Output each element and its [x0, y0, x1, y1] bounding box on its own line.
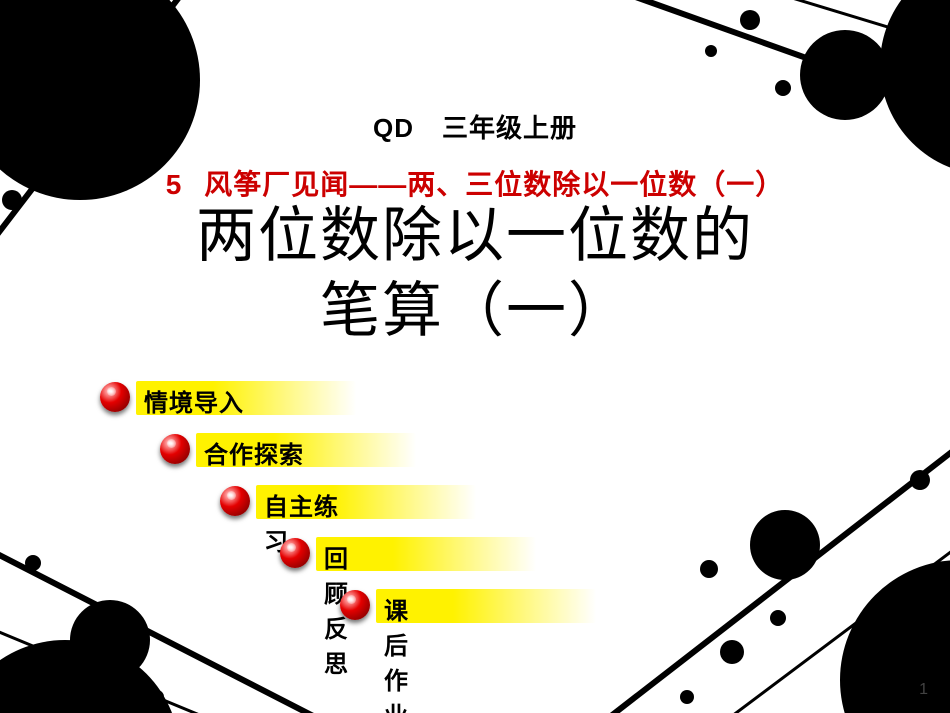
decor-dot: [800, 30, 890, 120]
menu-label: 课后作业: [384, 591, 409, 713]
chapter-title: 风筝厂见闻——两、三位数除以一位数（一）: [204, 169, 784, 200]
decor-line: [700, 0, 950, 55]
chapter-line: 5 风筝厂见闻——两、三位数除以一位数（一）: [0, 163, 950, 203]
slide: QD 三年级上册 5 风筝厂见闻——两、三位数除以一位数（一） 两位数除以一位数的 …: [0, 0, 950, 713]
menu-item-0[interactable]: 情境导入: [100, 372, 340, 424]
decor-dot: [705, 45, 717, 57]
bullet-icon: [280, 538, 310, 568]
menu-label: 情境导入: [144, 383, 244, 418]
menu-item-2[interactable]: 自主练习: [220, 476, 340, 528]
decor-dot: [95, 20, 119, 44]
menu-item-3[interactable]: 回顾反思: [280, 528, 340, 580]
title-line-1: 两位数除以一位数的: [0, 198, 950, 273]
header: QD 三年级上册 5 风筝厂见闻——两、三位数除以一位数（一）: [0, 108, 950, 203]
menu-label: 合作探索: [204, 435, 304, 470]
decor-dot: [740, 10, 760, 30]
chapter-number: 5: [166, 169, 183, 201]
decor-line: [0, 620, 260, 713]
decor-line: [560, 0, 950, 120]
decor-dot: [720, 640, 744, 664]
publisher: QD: [373, 113, 414, 144]
decor-dot: [130, 35, 146, 51]
decor-dot: [120, 650, 140, 670]
decor-line: [580, 430, 950, 713]
decor-dot: [770, 610, 786, 626]
decor-line: [700, 530, 950, 713]
menu: 情境导入合作探索自主练习回顾反思课后作业: [100, 372, 340, 632]
bullet-icon: [160, 434, 190, 464]
menu-item-1[interactable]: 合作探索: [160, 424, 340, 476]
decor-dot: [750, 510, 820, 580]
decor-dot: [700, 560, 718, 578]
decor-dot: [910, 470, 930, 490]
decor-dot: [25, 555, 41, 571]
menu-highlight: [376, 589, 596, 623]
decor-dot: [0, 640, 180, 713]
decor-dot: [680, 690, 694, 704]
bullet-icon: [220, 486, 250, 516]
bullet-icon: [100, 382, 130, 412]
menu-highlight: [316, 537, 536, 571]
decor-dot: [775, 80, 791, 96]
bullet-icon: [340, 590, 370, 620]
decor-dot: [840, 560, 950, 713]
page-number: 1: [919, 681, 928, 699]
main-title: 两位数除以一位数的 笔算（一）: [0, 198, 950, 348]
decor-dot: [150, 690, 164, 704]
grade-line: QD 三年级上册: [0, 108, 950, 145]
grade-text: 三年级上册: [442, 113, 577, 143]
title-line-2: 笔算（一）: [0, 273, 950, 348]
